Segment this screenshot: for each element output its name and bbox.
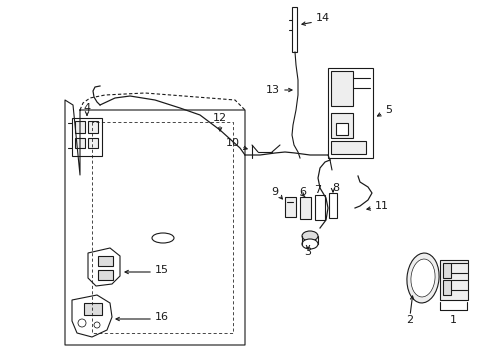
- Ellipse shape: [410, 259, 434, 297]
- Bar: [98, 256, 113, 266]
- Bar: [88, 138, 98, 148]
- Bar: [330, 71, 352, 106]
- Text: 4: 4: [83, 103, 90, 113]
- Text: 3: 3: [304, 247, 311, 257]
- Circle shape: [94, 322, 100, 328]
- Bar: [285, 197, 295, 217]
- Bar: [442, 280, 450, 295]
- Ellipse shape: [302, 231, 317, 241]
- Ellipse shape: [152, 233, 174, 243]
- Bar: [299, 197, 310, 219]
- Text: 16: 16: [155, 312, 169, 322]
- Ellipse shape: [302, 239, 317, 249]
- Ellipse shape: [406, 253, 438, 303]
- Bar: [72, 118, 102, 156]
- Bar: [291, 7, 296, 52]
- Text: 11: 11: [374, 201, 388, 211]
- Text: 7: 7: [314, 185, 321, 195]
- Polygon shape: [88, 248, 120, 286]
- Circle shape: [78, 319, 86, 327]
- Bar: [328, 193, 336, 218]
- Text: 5: 5: [384, 105, 391, 115]
- Text: 6: 6: [299, 187, 306, 197]
- Bar: [98, 270, 113, 280]
- Bar: [330, 141, 365, 154]
- Bar: [75, 121, 85, 133]
- Bar: [88, 121, 98, 133]
- Text: 1: 1: [448, 315, 456, 325]
- Bar: [314, 195, 325, 220]
- Bar: [327, 68, 372, 158]
- Bar: [335, 123, 347, 135]
- Text: 15: 15: [155, 265, 169, 275]
- Text: 2: 2: [406, 315, 413, 325]
- Text: 10: 10: [225, 138, 240, 148]
- Bar: [442, 263, 450, 278]
- Text: 14: 14: [315, 13, 329, 23]
- Bar: [330, 113, 352, 138]
- Text: 8: 8: [332, 183, 339, 193]
- Bar: [439, 260, 467, 300]
- Polygon shape: [72, 295, 112, 337]
- Text: 9: 9: [270, 187, 278, 197]
- Bar: [75, 138, 85, 148]
- Text: 13: 13: [265, 85, 280, 95]
- Bar: [84, 303, 102, 315]
- Text: 12: 12: [212, 113, 226, 123]
